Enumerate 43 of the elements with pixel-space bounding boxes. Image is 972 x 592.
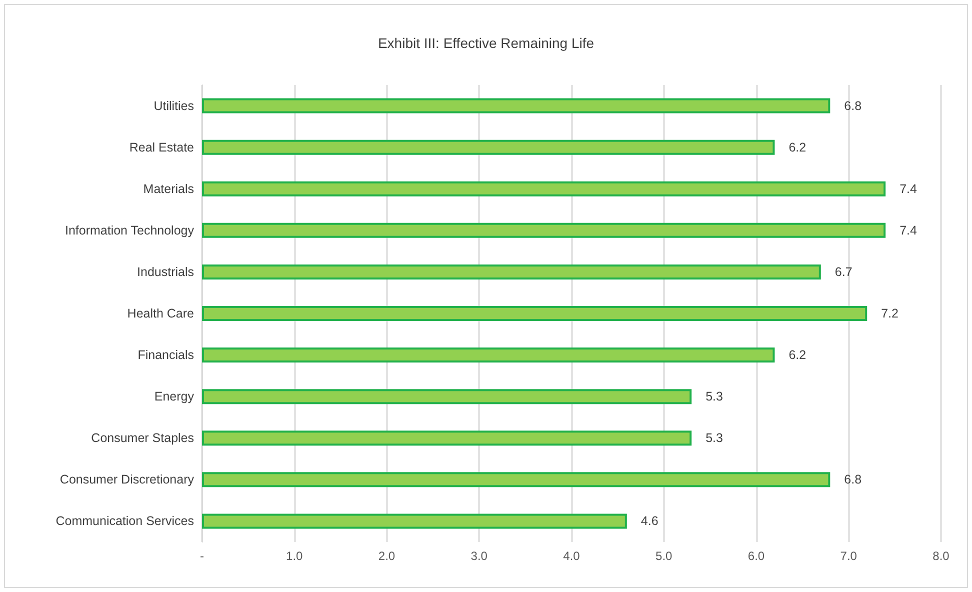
y-tick-label: Energy	[154, 390, 195, 404]
data-label: 4.6	[640, 514, 658, 528]
x-tick-label: -	[200, 549, 204, 563]
data-label: 7.2	[881, 306, 899, 320]
bar	[202, 348, 775, 363]
x-tick-label: 2.0	[378, 549, 396, 563]
bar	[202, 264, 821, 280]
data-label: 5.3	[706, 390, 724, 404]
y-tick-label: Information Technology	[64, 223, 195, 238]
data-label: 7.4	[900, 182, 917, 196]
y-tick-label: Communication Services	[56, 514, 194, 528]
data-label: 6.2	[788, 140, 806, 154]
y-tick-label: Health Care	[127, 306, 194, 320]
x-tick-label: 5.0	[656, 549, 673, 563]
x-tick-label: 4.0	[563, 549, 580, 563]
bar	[202, 472, 830, 488]
x-tick-label: 8.0	[932, 549, 950, 563]
bar	[202, 514, 627, 529]
data-label: 6.7	[834, 264, 852, 279]
bar	[202, 140, 775, 155]
y-tick-label: Real Estate	[129, 140, 194, 154]
bar	[202, 430, 692, 446]
bar	[202, 222, 886, 238]
x-tick-label: 6.0	[748, 549, 765, 563]
y-tick-label: Utilities	[154, 98, 194, 113]
y-tick-label: Financials	[138, 348, 194, 362]
bar	[202, 306, 868, 321]
data-label: 6.2	[788, 348, 806, 362]
y-tick-label: Materials	[143, 182, 194, 196]
data-label: 5.3	[706, 431, 724, 446]
y-tick-label: Consumer Staples	[91, 431, 194, 446]
y-tick-label: Industrials	[137, 264, 194, 279]
bar	[202, 389, 692, 404]
x-tick-label: 7.0	[840, 549, 858, 563]
data-label: 6.8	[844, 472, 862, 487]
bar	[202, 98, 830, 114]
y-tick-label: Consumer Discretionary	[60, 472, 195, 487]
data-label: 7.4	[900, 223, 917, 238]
data-label: 6.8	[844, 98, 862, 113]
bar	[202, 181, 886, 196]
x-tick-label: 3.0	[470, 549, 488, 563]
x-tick-label: 1.0	[286, 549, 304, 563]
chart-title: Exhibit III: Effective Remaining Life	[378, 35, 594, 51]
